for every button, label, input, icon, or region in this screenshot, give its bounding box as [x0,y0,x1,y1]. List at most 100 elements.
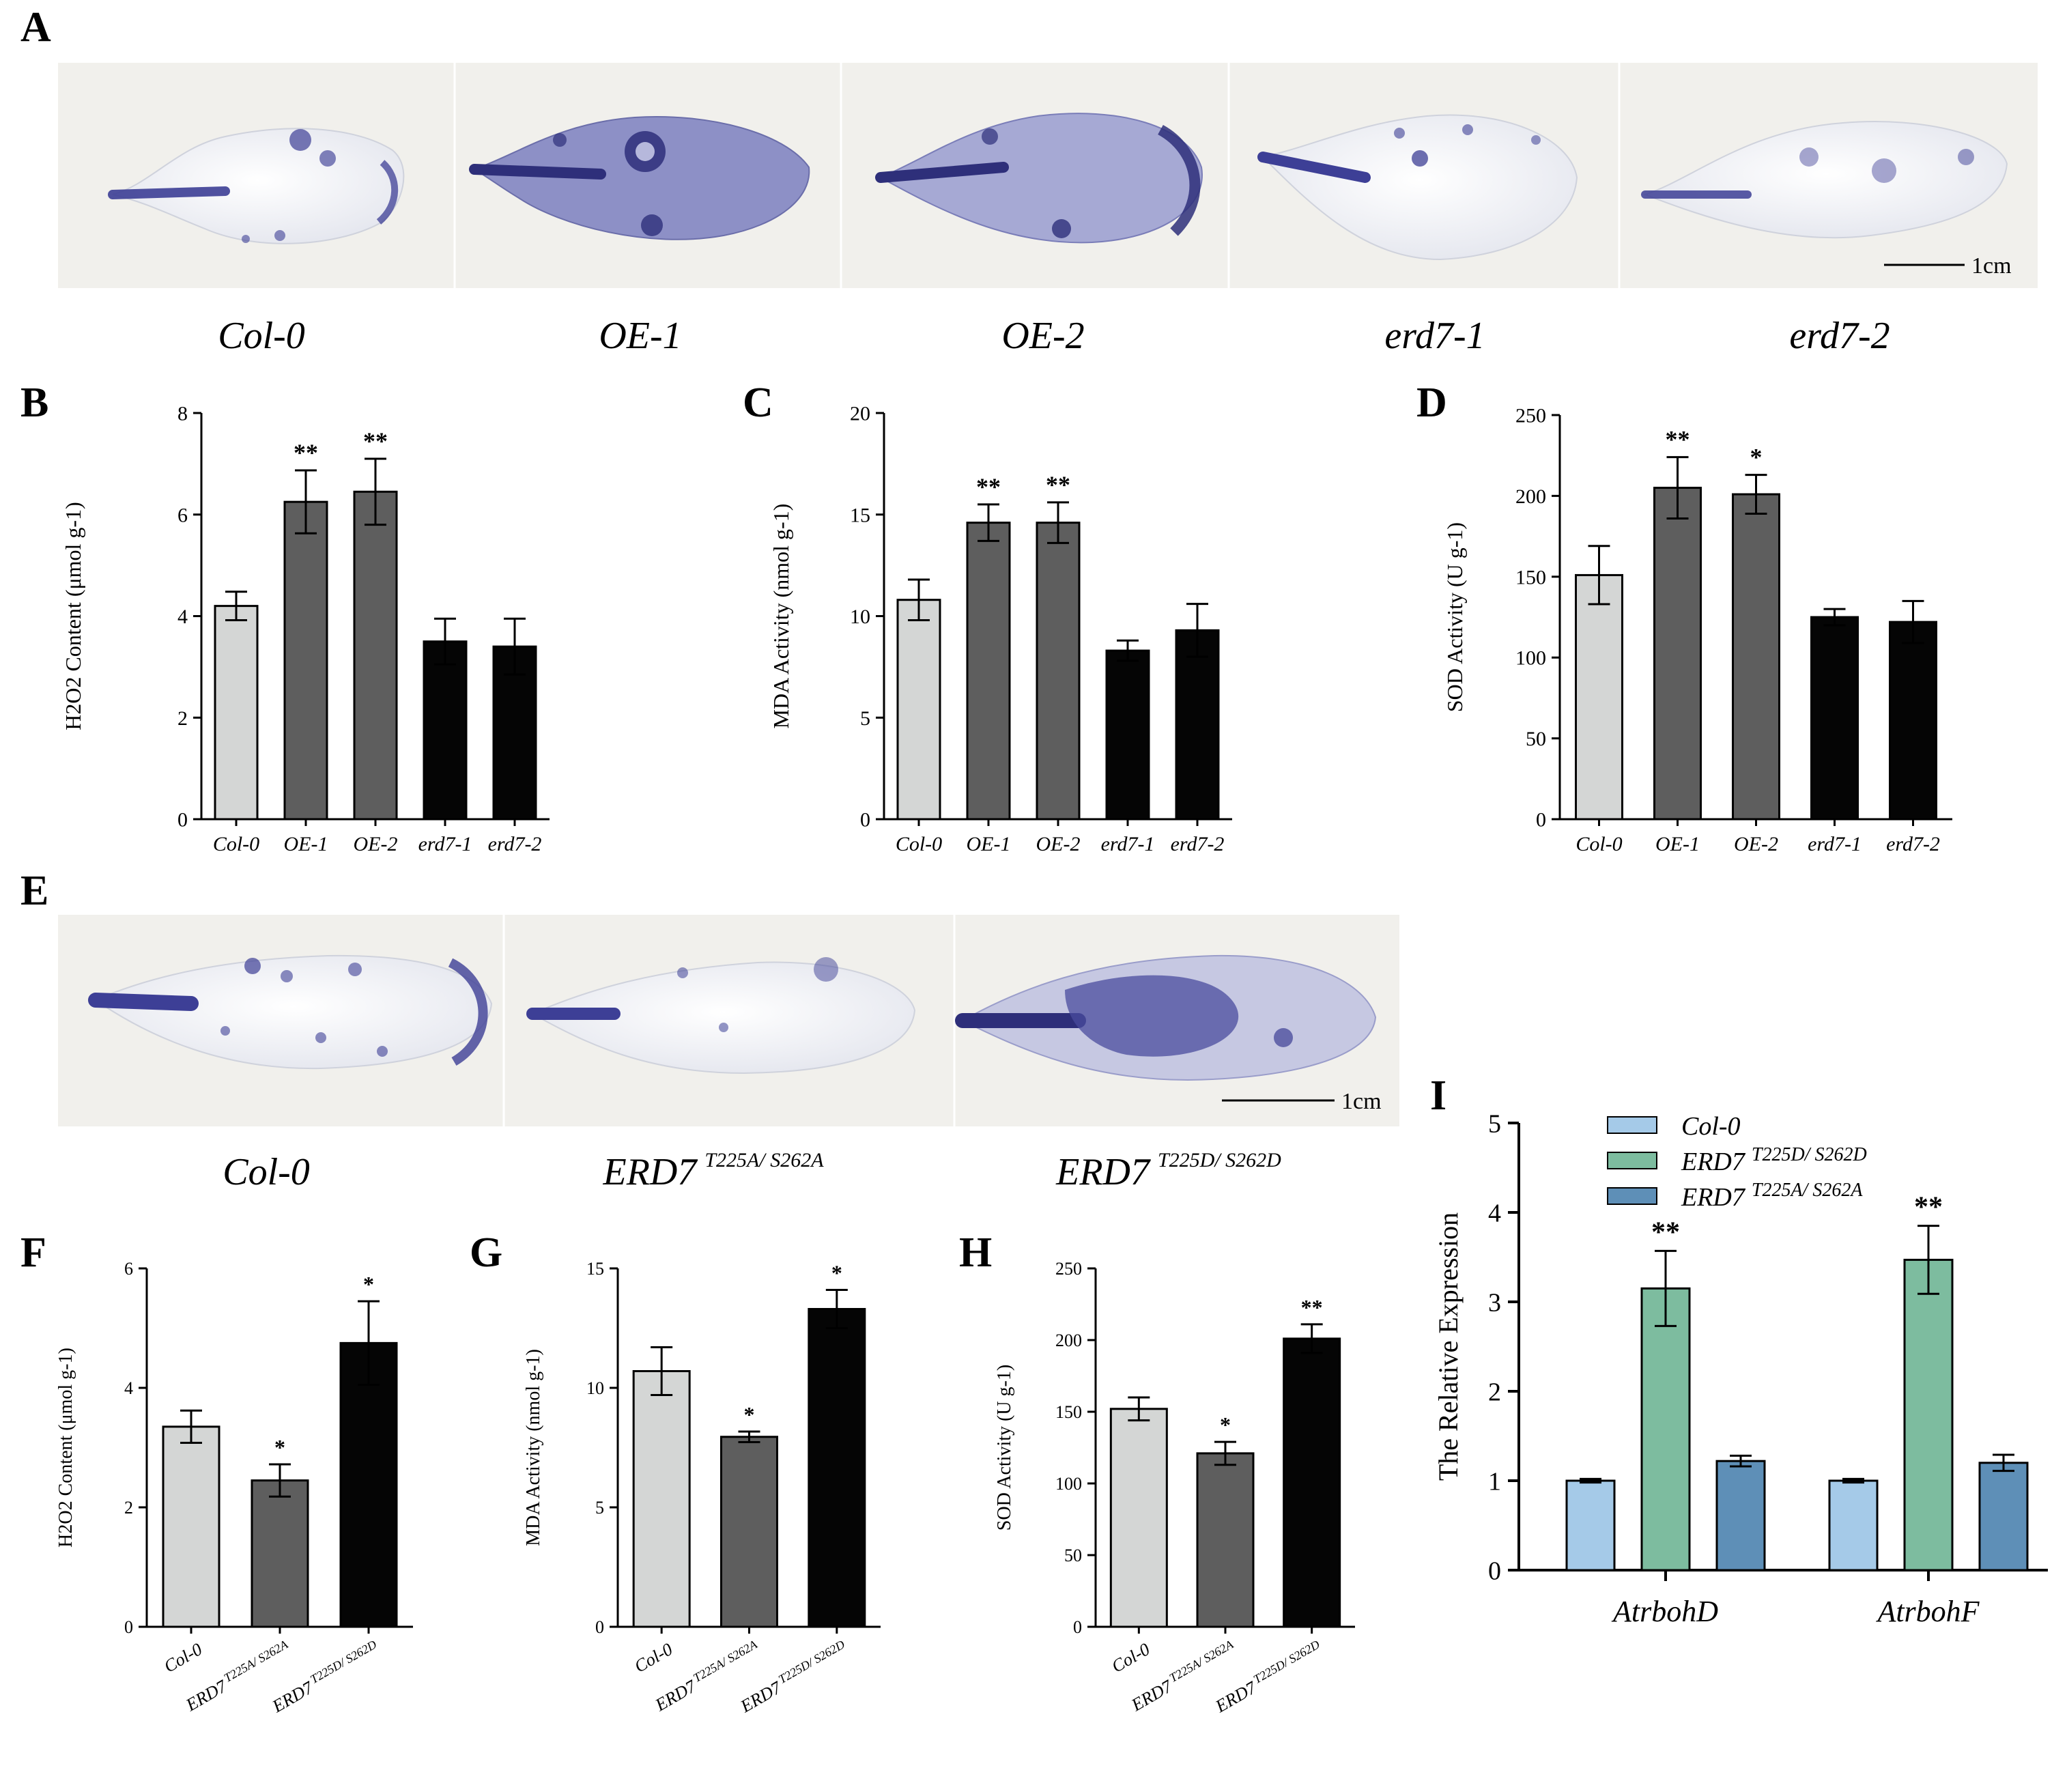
legend-swatch [1607,1187,1657,1205]
panel-a-label: OE-2 [1001,315,1084,357]
chart-b-h2o2-content: 0 2 4 6 8 H2O2 Content (μmol g-1) Col-0 ** OE-1 *… [61,403,550,855]
legend-swatch [1607,1152,1657,1169]
y-tick-label: 100 [1055,1474,1082,1494]
x-tick-label: erd7-2 [1886,833,1940,855]
y-axis-label: MDA Activity (nmol g-1) [523,1349,544,1546]
x-tick-label-sup: T225A/ S262A [221,1637,290,1685]
scale-bar-a-label: 1cm [1971,253,2012,279]
bar [808,1308,866,1628]
y-tick-label: 200 [1055,1331,1082,1350]
x-tick-label: erd7-2 [488,833,542,855]
x-tick-label: OE-1 [1655,833,1700,855]
y-tick-label: 0 [860,809,870,831]
y-axis-label: H2O2 Content (μmol g-1) [55,1348,76,1548]
y-tick-label: 250 [1055,1259,1082,1279]
panel-letter-b: B [20,380,48,426]
x-tick-label: OE-2 [1734,833,1778,855]
x-tick-label: Col-0 [160,1639,205,1677]
panel-letter-c: C [743,380,773,426]
legend-label-base: ERD7 [1681,1183,1746,1212]
x-tick-label-base: Col-0 [160,1639,205,1677]
y-tick-label: 10 [850,606,870,628]
panel-e-label: Col-0 [223,1151,310,1193]
leaf-image-ta-e [526,957,916,1075]
x-tick-label: AtrbohF [1875,1595,1980,1628]
y-tick-label: 15 [850,504,870,526]
significance-label: ** [1301,1295,1323,1320]
panel-letter-a: A [20,4,51,51]
bar [966,522,1011,821]
bar [632,1370,691,1628]
leaf-image-td-e [955,954,1377,1081]
x-tick-label-base: Col-0 [1109,1639,1154,1677]
significance-label: ** [1666,426,1690,453]
y-tick-label: 5 [1488,1109,1501,1138]
bar [423,640,468,821]
panel-letter-i: I [1430,1072,1446,1119]
bar [214,605,259,821]
bar [896,599,941,821]
y-tick-label: 0 [1536,809,1546,831]
bar [251,1479,309,1628]
panel-e-labels: Col-0 ERD7 T225A/ S262A ERD7 T225D/ S262D [223,1149,1281,1193]
y-axis-label: SOD Activity (U g-1) [1442,522,1467,712]
panel-e-photos: 1cm [58,915,1399,1126]
bar [339,1341,398,1628]
bar [353,490,398,821]
significance-label: * [363,1272,374,1296]
panel-e-label-sup: T225D/ S262D [1158,1149,1281,1171]
bar [1903,1258,1954,1571]
y-tick-label: 0 [177,809,188,831]
legend-label-base: Col-0 [1681,1112,1741,1141]
bar [283,500,328,821]
panel-e-label-base: Col-0 [223,1151,310,1193]
x-tick-label-base: ERD7 [268,1677,317,1717]
y-tick-label: 6 [177,504,188,526]
x-tick-label-sup: T225A/ S262A [691,1637,760,1685]
x-tick-label-sup: T225A/ S262A [1167,1637,1236,1685]
scale-bar-e-label: 1cm [1341,1089,1382,1114]
x-tick-label-sup: T225D/ S262D [1251,1637,1322,1686]
x-tick-label-base: ERD7 [1212,1677,1260,1717]
bar [1828,1479,1879,1571]
x-tick-label: Col-0 [213,833,259,855]
chart-c-mda-activity: 0 5 10 15 20 MDA Activity (nmol g-1) Col-0 ** OE… [769,403,1232,855]
x-tick-label-base: ERD7 [1128,1676,1176,1716]
y-tick-label: 5 [860,707,870,730]
bar [1889,621,1937,821]
bar [1036,522,1081,821]
panel-letter-e: E [20,868,48,914]
legend-label-sup: T225D/ S262D [1752,1144,1867,1165]
x-tick-label: OE-2 [354,833,398,855]
legend-label: ERD7 T225D/ S262D [1681,1144,1867,1176]
x-tick-label: Col-0 [1576,833,1622,855]
y-tick-label: 150 [1515,566,1546,588]
y-tick-label: 50 [1064,1546,1082,1565]
y-tick-label: 2 [177,707,188,730]
significance-label: ** [1651,1217,1680,1248]
y-tick-label: 3 [1488,1288,1501,1317]
y-tick-label: 100 [1515,647,1546,670]
panel-letter-g: G [470,1229,502,1276]
panel-letters: A B C D E F G H I [20,4,1447,1276]
y-tick-label: 50 [1526,728,1546,750]
y-tick-label: 6 [124,1259,133,1279]
significance-label: ** [976,473,1001,500]
x-tick-label: Col-0 [896,833,942,855]
significance-label: * [274,1435,285,1460]
x-tick-label-base: ERD7 [737,1677,785,1717]
bar [1810,616,1859,821]
y-tick-label: 10 [586,1378,604,1398]
x-tick-label: erd7-1 [1101,833,1155,855]
y-tick-label: 5 [595,1498,604,1518]
y-axis-label: MDA Activity (nmol g-1) [769,504,793,729]
y-tick-label: 0 [595,1617,604,1637]
chart-i-relative-expression: 0 1 2 3 4 5 The Relative Expression AtrbohD ** At… [1433,1109,2048,1628]
significance-label: ** [1914,1192,1943,1223]
x-tick-label: Col-0 [631,1639,676,1677]
y-tick-label: 8 [177,403,188,425]
bar [1732,493,1780,821]
